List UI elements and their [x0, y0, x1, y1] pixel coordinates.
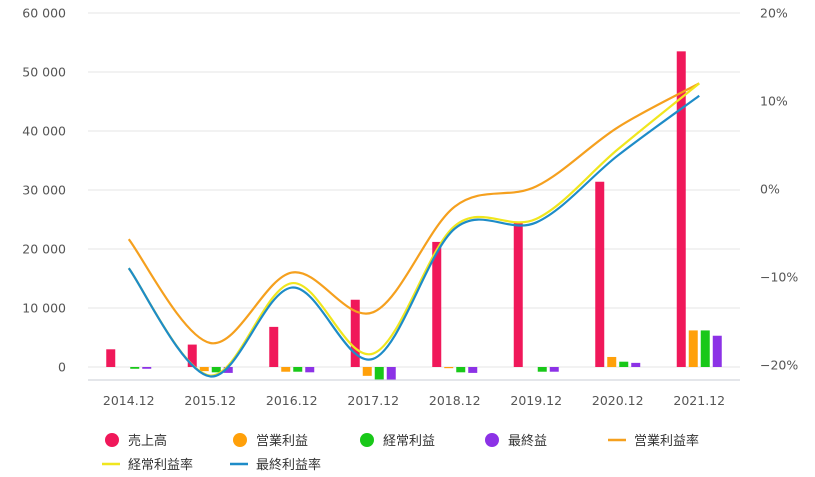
y-left-tick-label: 40 000 — [22, 124, 66, 139]
y-right-tick-label: −20% — [760, 358, 798, 373]
y-left-tick-label: 60 000 — [22, 6, 66, 21]
legend-marker — [233, 433, 247, 447]
bar — [374, 367, 384, 380]
bar — [187, 344, 197, 367]
y-right-tick-label: 0% — [760, 182, 780, 197]
legend-label: 経常利益 — [383, 434, 435, 449]
x-tick-label: 2016.12 — [266, 393, 318, 408]
bar — [631, 362, 641, 367]
bar — [362, 367, 372, 376]
bar — [513, 223, 523, 367]
bar — [211, 367, 221, 373]
y-left-tick-label: 20 000 — [22, 242, 66, 257]
bar — [549, 367, 559, 372]
x-tick-label: 2019.12 — [510, 393, 562, 408]
bar — [130, 367, 140, 369]
bar — [456, 367, 466, 373]
legend-label: 経常利益率 — [128, 457, 193, 473]
x-tick-label: 2021.12 — [673, 393, 725, 408]
bar — [468, 367, 478, 373]
y-right-tick-label: 10% — [760, 94, 788, 109]
line-series — [127, 82, 700, 377]
axes: 60 000 50 000 40 000 30 000 20 000 10 000 0 20%… — [22, 6, 798, 409]
bar — [432, 241, 442, 367]
line-series — [127, 94, 700, 378]
bar — [305, 367, 315, 373]
x-tick-label: 2017.12 — [347, 393, 399, 408]
y-left-tick-label: 10 000 — [22, 301, 66, 316]
line-series — [127, 82, 700, 345]
bar — [281, 367, 291, 372]
bar — [293, 367, 303, 372]
legend-marker — [360, 433, 374, 447]
y-left-tick-label: 30 000 — [22, 183, 66, 198]
bar — [537, 367, 547, 372]
bar — [700, 330, 710, 367]
y-left-tick-label: 50 000 — [22, 65, 66, 80]
bar-series-group — [106, 51, 722, 380]
bar — [688, 330, 698, 367]
bar — [142, 367, 152, 369]
bar — [607, 356, 617, 367]
legend-label: 最終益 — [508, 433, 547, 449]
legend-marker — [105, 433, 119, 447]
bar — [350, 299, 360, 367]
bar — [199, 367, 209, 372]
x-tick-label: 2014.12 — [103, 393, 155, 408]
x-tick-label: 2015.12 — [184, 393, 236, 408]
line-series-group — [127, 82, 700, 378]
legend-label: 売上高 — [128, 433, 167, 449]
bar — [676, 51, 686, 367]
legend-label: 最終利益率 — [256, 457, 321, 473]
bar — [269, 326, 279, 367]
y-right-tick-label: −10% — [760, 270, 798, 285]
y-left-tick-label: 0 — [58, 360, 66, 375]
bar — [595, 181, 605, 367]
bar — [444, 367, 454, 369]
legend-label: 営業利益率 — [634, 433, 699, 449]
legend-label: 営業利益 — [256, 433, 308, 449]
bar — [106, 349, 116, 367]
x-tick-label: 2020.12 — [592, 393, 644, 408]
x-tick-label: 2018.12 — [429, 393, 481, 408]
bar — [223, 367, 233, 373]
y-right-tick-label: 20% — [760, 6, 788, 21]
bar — [712, 335, 722, 367]
bar — [619, 361, 629, 367]
gridlines — [88, 12, 740, 368]
bar — [386, 367, 396, 380]
legend-marker — [485, 433, 499, 447]
